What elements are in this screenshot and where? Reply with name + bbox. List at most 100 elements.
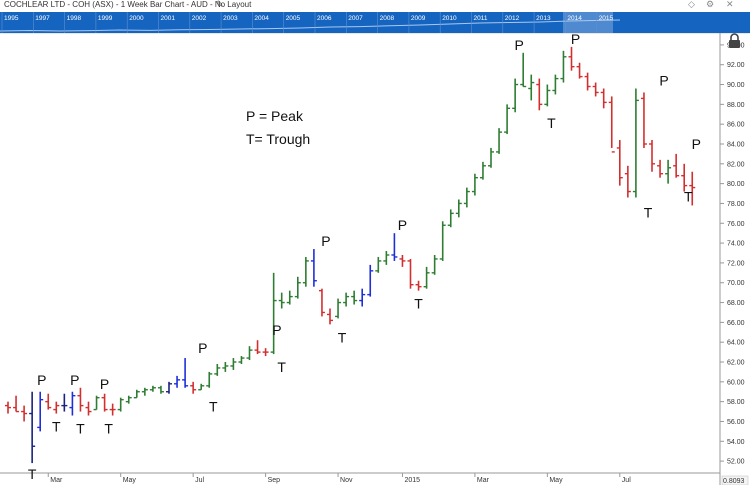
ohlc-bar [520, 52, 527, 88]
x-tick-label: Jul [195, 477, 204, 484]
ohlc-bar [512, 78, 519, 113]
ohlc-bar [367, 264, 374, 297]
ohlc-bar [488, 147, 494, 168]
navigator-year-label[interactable]: 2013 [536, 15, 551, 22]
ohlc-bar [222, 362, 229, 372]
pencil-icon[interactable]: ✎ [216, 0, 224, 9]
ohlc-bar [665, 159, 672, 184]
x-tick-label: 2015 [404, 477, 420, 484]
price-readout: 0.8093 [723, 478, 745, 485]
ohlc-bar [166, 381, 172, 394]
navigator-year-label[interactable]: 2007 [348, 15, 363, 22]
ohlc-bar [327, 308, 333, 325]
x-tick-label: Jul [622, 477, 631, 484]
navigator-year-label[interactable]: 2010 [442, 15, 457, 22]
navigator-year-label[interactable]: 2015 [599, 15, 614, 22]
legend-note-trough: T= Trough [246, 131, 310, 147]
price-chart[interactable]: 94.0092.0090.0088.0086.0084.0082.0080.00… [0, 33, 750, 485]
navigator-selection[interactable] [563, 12, 613, 33]
navigator-year-label[interactable]: 2012 [505, 15, 520, 22]
diamond-icon[interactable]: ◇ [688, 0, 695, 9]
lock-icon[interactable] [729, 33, 740, 48]
ohlc-bar [302, 256, 309, 287]
navigator-year-label[interactable]: 1997 [35, 15, 50, 22]
y-tick-label: 74.00 [727, 241, 745, 248]
navigator-year-label[interactable]: 2000 [129, 15, 144, 22]
ohlc-bar [214, 363, 221, 376]
navigator-year-label[interactable]: 2008 [380, 15, 395, 22]
ohlc-bar [504, 104, 511, 135]
ohlc-bar [439, 221, 446, 261]
ohlc-bar [608, 96, 615, 153]
ohlc-bar [157, 385, 164, 394]
navigator-background [0, 12, 750, 33]
y-tick-label: 92.00 [727, 62, 745, 69]
navigator-year-label[interactable]: 2009 [411, 15, 426, 22]
ohlc-bar [496, 128, 503, 154]
ohlc-bar [286, 290, 293, 305]
y-tick-label: 54.00 [727, 439, 745, 446]
ohlc-bar [278, 292, 285, 309]
ohlc-bar [294, 276, 301, 299]
navigator-year-label[interactable]: 2006 [317, 15, 332, 22]
x-tick-label: Sep [268, 477, 281, 484]
y-tick-label: 78.00 [727, 201, 745, 208]
ohlc-bar [447, 209, 454, 228]
y-axis: 94.0092.0090.0088.0086.0084.0082.0080.00… [720, 42, 745, 466]
peak-label: P [515, 37, 524, 53]
ohlc-bar [141, 387, 148, 396]
ohlc-bar [335, 298, 342, 319]
navigator-year-label[interactable]: 2001 [161, 15, 176, 22]
navigator-year-label[interactable]: 1999 [98, 15, 113, 22]
ohlc-bar [560, 50, 567, 83]
trough-label: T [547, 115, 556, 131]
ohlc-bar [649, 140, 655, 172]
ohlc-bars [5, 46, 696, 464]
ohlc-bar [391, 233, 398, 261]
gear-icon[interactable]: ⚙ [706, 0, 715, 9]
navigator-year-label[interactable]: 2003 [223, 15, 238, 22]
trough-label: T [414, 296, 423, 312]
ohlc-bar [576, 62, 583, 79]
peak-label: P [100, 376, 109, 392]
ohlc-bar [657, 159, 664, 178]
legend-note-peak: P = Peak [246, 108, 304, 124]
ohlc-bar [584, 72, 591, 91]
navigator-year-label[interactable]: 2014 [567, 15, 582, 22]
navigator-bar[interactable]: 1995 1997 1998 1999 2000 2001 2002 2003 2004 2005… [0, 12, 750, 33]
trough-label: T [52, 418, 61, 434]
ohlc-bar [310, 249, 317, 287]
x-tick-label: Mar [50, 477, 63, 484]
ohlc-bar [415, 280, 422, 291]
ohlc-bar [174, 375, 181, 388]
y-tick-label: 76.00 [727, 221, 745, 228]
ohlc-bar [431, 254, 438, 275]
ohlc-bar [21, 405, 28, 422]
ohlc-bar [471, 173, 478, 196]
peak-label: P [198, 340, 207, 356]
navigator-year-label[interactable]: 1998 [67, 15, 82, 22]
x-tick-label: May [549, 477, 563, 484]
navigator-year-label[interactable]: 2005 [286, 15, 301, 22]
navigator-year-label[interactable]: 2011 [474, 15, 488, 22]
navigator-year-label[interactable]: 2002 [192, 15, 207, 22]
ohlc-bar [5, 401, 11, 414]
x-tick-label: Mar [477, 477, 490, 484]
trough-label: T [277, 359, 286, 375]
peak-label: P [659, 73, 668, 89]
x-tick-label: May [123, 477, 137, 484]
trough-label: T [28, 466, 37, 482]
y-tick-label: 72.00 [727, 260, 745, 267]
peak-label: P [571, 33, 580, 47]
ohlc-bar [689, 171, 696, 206]
navigator-year-label[interactable]: 1995 [4, 15, 19, 22]
ohlc-bar [53, 401, 60, 414]
price-readout-box [721, 475, 749, 485]
navigator-year-label[interactable]: 2004 [254, 15, 269, 22]
ohlc-bar [29, 391, 36, 464]
ohlc-bar [632, 88, 639, 198]
ohlc-bar [640, 92, 647, 148]
y-tick-label: 62.00 [727, 360, 745, 367]
close-icon[interactable]: ✕ [726, 0, 734, 9]
